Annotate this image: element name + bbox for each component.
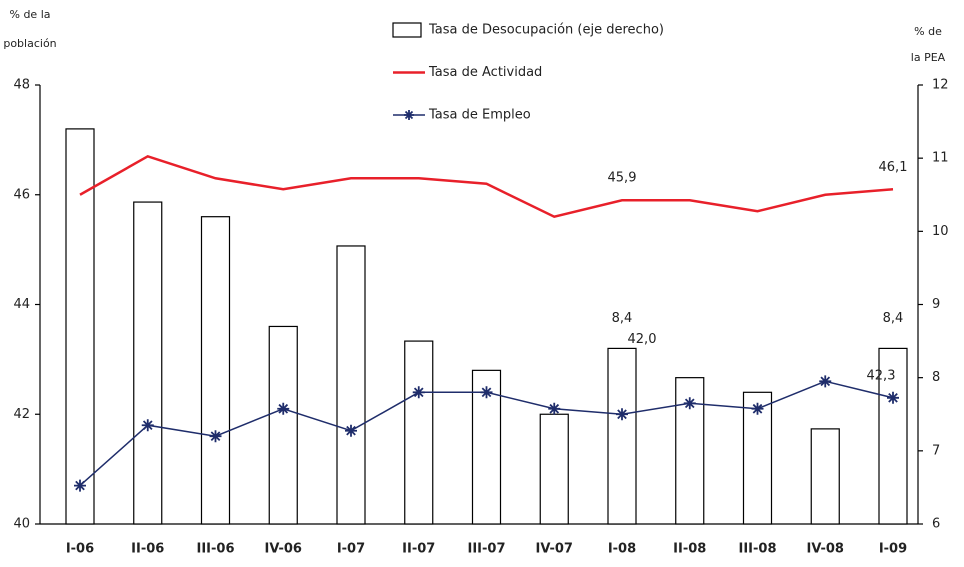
x-tick-label: I-09 [879,542,907,557]
x-tick-label: I-07 [337,542,365,557]
marker [277,402,290,415]
x-tick-label: II-06 [131,542,164,557]
marker [548,402,561,415]
y-tick-label: 46 [13,187,30,202]
bar [336,245,366,525]
legend-marker [404,110,414,120]
bar [133,201,163,525]
bar [810,428,840,525]
y-tick-label: 48 [13,78,30,93]
marker [683,397,696,410]
marker [412,386,425,399]
bar [539,413,569,525]
x-tick-label: I-08 [608,542,636,557]
y-axis-title-line: población [3,37,56,50]
x-tick-label: IV-06 [265,542,302,557]
bar [878,347,908,525]
marker [887,391,899,404]
x-tick-label: II-08 [673,542,706,557]
marker [345,424,357,437]
x-tick-label: I-06 [66,542,94,557]
data-label: 46,1 [879,160,908,175]
y2-axis-title-line: % de [914,25,942,38]
marker [751,402,764,415]
y2-axis-title-line: la PEA [911,51,946,64]
data-label: 42,0 [628,332,657,347]
x-tick-label: II-07 [402,542,435,557]
y-axis-title: % de la población [3,8,56,50]
x-tick-label: III-06 [197,542,235,557]
legend-label: Tasa de Empleo [428,108,531,123]
bar [268,325,298,525]
bar [404,340,434,525]
legend-swatch [392,22,422,38]
legend-label: Tasa de Actividad [428,65,542,80]
y-axis-title-line: % de la [10,8,51,21]
data-label: 42,3 [867,368,896,383]
y2-tick-label: 8 [932,370,940,385]
y-tick-label: 40 [13,517,30,532]
y2-tick-label: 11 [932,151,949,166]
y2-tick-label: 12 [932,78,949,93]
line [79,154,894,219]
marker [141,419,154,432]
marker [209,430,222,443]
y2-tick-label: 7 [932,443,940,458]
data-label: 8,4 [612,311,633,326]
legend-label: Tasa de Desocupación (eje derecho) [428,23,664,38]
y2-tick-label: 10 [932,224,949,239]
x-tick-label: IV-08 [807,542,844,557]
marker [616,408,628,421]
bar [200,216,231,525]
marker [819,375,832,388]
data-label: 45,9 [608,171,637,186]
data-label: 8,4 [883,311,904,326]
x-tick-label: III-07 [468,542,506,557]
x-tick-label: IV-07 [536,542,573,557]
y2-tick-label: 6 [932,517,940,532]
y-tick-label: 42 [13,407,30,422]
y-tick-label: 44 [13,297,30,312]
marker [480,386,493,399]
y2-axis-title: % de la PEA [911,25,946,64]
y2-tick-label: 9 [932,297,940,312]
x-tick-label: III-08 [739,542,777,557]
marker [74,479,86,492]
bar [607,347,637,525]
